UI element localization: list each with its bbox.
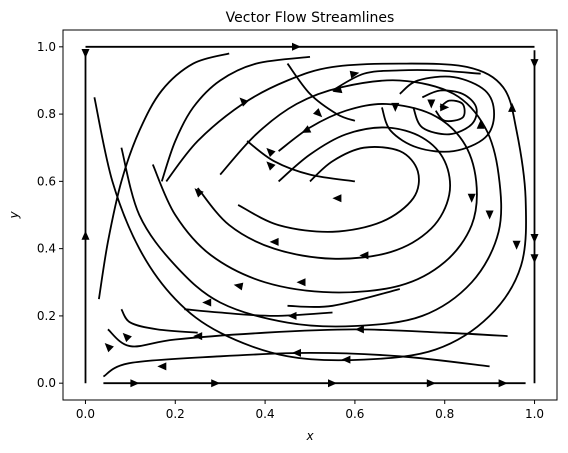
streamline-vortex-outer [381,75,495,153]
flow-arrow-loop-3-0 [296,278,306,287]
y-axis-ticks: 0.0 0.2 0.4 0.6 0.8 1.0 [37,40,63,390]
flow-arrow-mid-band-3-0 [266,161,276,171]
streamline-loop-3 [151,103,478,294]
flow-arrow-outer-loop-2 [508,102,517,112]
flow-arrow-loop-4-1 [359,251,369,260]
flow-arrow-mid-band-3-1 [266,147,276,158]
flow-arrow-bottom-wall-0 [130,379,140,388]
flow-arrow-loop-4-0 [269,237,279,246]
streamline-upper-fan-1 [98,52,230,300]
streamline-mid-band-1 [184,308,333,317]
flow-arrow-loop-5-0 [332,194,342,203]
streamline-outer-loop [93,62,527,362]
streamline-top-band [332,69,481,92]
y-axis-label: y [7,211,21,220]
x-tick-label: 0.6 [345,407,364,421]
chart-title: Vector Flow Streamlines [226,10,395,26]
flow-arrow-bottom-wall-3 [426,379,436,388]
flow-arrow-top-band-2-0 [313,108,323,118]
y-tick-label: 0.0 [37,376,56,390]
y-tick-label: 0.6 [37,174,56,188]
streamline-loop-5 [237,146,420,233]
flow-arrow-mid-band-1-0 [287,311,297,320]
flow-arrow-upper-fan-2-0 [239,97,249,107]
flow-arrow-bottom-inner-1-0 [292,348,301,357]
streamline-bottom-inner-1 [102,352,490,378]
flow-arrow-upper-fan-1-0 [122,332,132,343]
x-tick-label: 1.0 [525,407,544,421]
x-tick-label: 0.2 [166,407,185,421]
flow-arrow-vortex-outer-0 [476,119,485,129]
flow-arrow-left-wall-up-1 [81,49,90,58]
flow-arrow-bottom-inner-1-1 [157,362,167,371]
streamline-mid-left-1 [120,308,198,334]
flow-arrow-left-wall-up-0 [81,230,90,240]
y-tick-label: 0.2 [37,309,56,323]
streamline-top-band-2 [286,63,356,122]
flow-arrow-right-wall-down-0 [530,59,539,69]
flow-arrow-vortex-inner-0 [440,103,450,112]
x-axis-ticks: 0.0 0.2 0.4 0.6 0.8 1.0 [76,400,544,421]
streamline-vortex-mid [412,89,478,136]
flow-arrow-bottom-wall-1 [211,379,221,388]
flow-arrow-vortex-mid-0 [427,99,436,109]
flow-arrow-outer-loop-0 [341,355,351,364]
flow-arrow-bottom-wall-2 [328,379,337,388]
x-axis-label: x [305,429,314,443]
x-tick-label: 0.8 [435,407,454,421]
flow-arrow-upper-fan-2-1 [194,188,204,198]
streamline-mid-band-2 [287,288,401,308]
streamline-loop-2 [120,79,503,328]
flow-arrows [81,42,539,388]
flow-arrow-right-wall-down-2 [530,254,539,264]
streamline-vortex-inner [434,99,466,123]
y-tick-label: 0.4 [37,242,56,256]
flow-arrow-top-lid-0 [292,42,301,51]
plot-area [62,29,558,401]
streamline-upper-fan-2 [160,56,311,182]
flow-arrow-right-wall-down-1 [530,234,539,243]
y-tick-label: 1.0 [37,40,56,54]
axes-frame [62,29,558,401]
flow-arrow-outer-loop-1 [512,240,521,250]
flow-arrow-top-band-0 [349,70,360,79]
flow-arrow-mid-left-1-0 [104,343,114,353]
flow-arrow-vortex-outer-1 [391,102,400,112]
flow-arrow-bottom-inner-2-0 [354,325,364,334]
flow-arrow-bottom-wall-4 [498,379,508,388]
flow-arrow-loop-3-1 [467,193,476,203]
streamline-loop-4 [197,126,451,260]
flow-arrow-loop-2-1 [485,210,494,220]
y-tick-label: 0.8 [37,107,56,121]
x-tick-label: 0.4 [256,407,275,421]
flow-arrow-bottom-inner-2-1 [193,332,203,341]
flow-arrow-loop-3-2 [301,125,312,133]
flow-arrow-loop-2-0 [202,298,212,307]
x-tick-label: 0.0 [76,407,95,421]
streamline-bottom-inner-2 [107,328,508,348]
flow-arrow-loop-2-2 [332,85,343,94]
streamlines [84,45,536,385]
flow-arrow-mid-band-2-0 [233,282,244,291]
streamline-mid-band-3 [246,140,356,183]
